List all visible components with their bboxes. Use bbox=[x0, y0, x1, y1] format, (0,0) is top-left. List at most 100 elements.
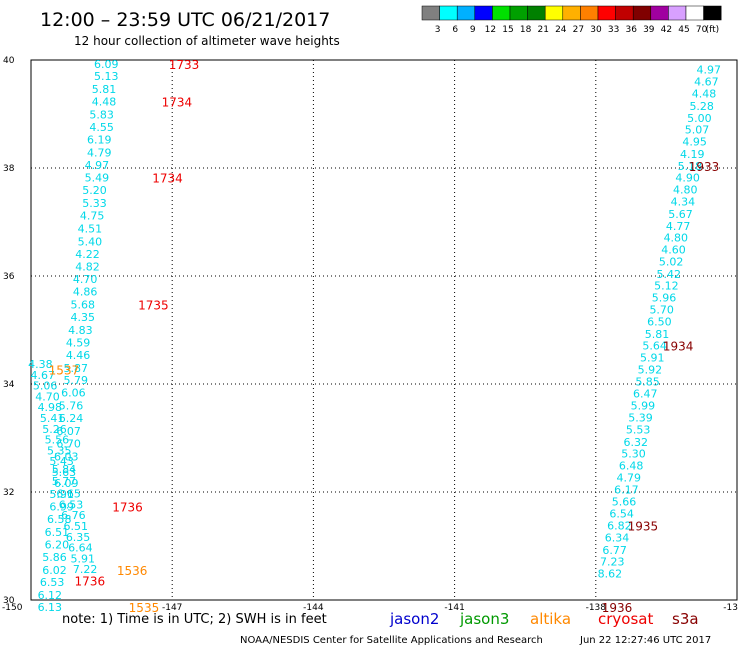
swh-value: 6.70 bbox=[56, 437, 81, 450]
swh-value: 5.20 bbox=[82, 184, 107, 197]
colorbar-swatch bbox=[562, 5, 581, 21]
swh-value: 5.81 bbox=[645, 328, 670, 341]
swh-value: 6.48 bbox=[619, 460, 644, 473]
swh-value: 6.99 bbox=[49, 501, 74, 514]
swh-value: 5.79 bbox=[63, 374, 88, 387]
swh-value: 5.41 bbox=[40, 412, 65, 425]
colorbar-label: (ft) bbox=[706, 25, 720, 35]
colorbar-swatch bbox=[632, 5, 652, 21]
colorbar-label: 3 bbox=[435, 25, 441, 35]
swh-value: 6.09 bbox=[94, 58, 119, 71]
time-label: 1537 bbox=[49, 363, 80, 377]
swh-value: 6.35 bbox=[66, 531, 91, 544]
swh-value: 5.66 bbox=[612, 496, 637, 509]
colorbar-swatch bbox=[527, 5, 546, 21]
swh-value: 4.51 bbox=[78, 222, 103, 235]
time-label: 1735 bbox=[138, 299, 169, 313]
swh-value: 6.32 bbox=[624, 436, 649, 449]
colorbar-label: 70 bbox=[696, 25, 708, 35]
swh-value: 4.55 bbox=[89, 121, 114, 134]
swh-value: 4.70 bbox=[35, 390, 60, 403]
swh-value: 5.91 bbox=[640, 352, 665, 365]
swh-value: 7.23 bbox=[600, 556, 625, 569]
time-labels: 1733 1734 1734 1735 1537 1736 1536 1736 1535 1933… bbox=[49, 58, 720, 615]
swh-value: 4.97 bbox=[697, 64, 722, 77]
swh-value: 5.56 bbox=[45, 434, 70, 447]
colorbar-swatch bbox=[439, 5, 458, 21]
swh-value: 6.47 bbox=[633, 388, 658, 401]
swh-value: 4.59 bbox=[66, 336, 91, 349]
colorbar-swatch bbox=[703, 5, 722, 21]
swh-value: 6.13 bbox=[38, 601, 63, 614]
colorbar-swatch bbox=[421, 5, 440, 21]
swh-value: 4.67 bbox=[694, 76, 719, 89]
swh-value: 6.64 bbox=[68, 542, 93, 555]
swh-value: 5.40 bbox=[78, 235, 103, 248]
swh-value: 5.92 bbox=[638, 363, 663, 376]
y-tick-label: 30 bbox=[3, 596, 15, 606]
x-tick-label: -141 bbox=[444, 603, 464, 613]
plot-frame bbox=[30, 59, 738, 601]
colorbar-label: 18 bbox=[520, 25, 532, 35]
swh-value: 4.22 bbox=[75, 248, 100, 261]
swh-value: 4.79 bbox=[616, 471, 641, 484]
chart-title: 12:00 – 23:59 UTC 06/21/2017 bbox=[40, 9, 330, 31]
swh-value: 5.33 bbox=[82, 197, 107, 210]
swh-value: 5.49 bbox=[85, 172, 110, 185]
colorbar-swatch bbox=[580, 5, 599, 21]
y-tick-label: 36 bbox=[3, 272, 15, 282]
swh-value: 5.18 bbox=[678, 160, 703, 173]
swh-value: 4.86 bbox=[73, 286, 98, 299]
swh-value: 6.09 bbox=[54, 477, 79, 490]
swh-value: 5.76 bbox=[59, 400, 84, 413]
swh-value: 4.48 bbox=[92, 96, 117, 109]
colorbar-label: 9 bbox=[470, 25, 476, 35]
swh-value: 5.87 bbox=[63, 362, 88, 375]
swh-value: 5.00 bbox=[687, 112, 712, 125]
colorbar-swatch bbox=[685, 5, 704, 21]
swh-value: 4.97 bbox=[85, 159, 110, 172]
swh-value: 5.81 bbox=[92, 83, 117, 96]
time-label: 1935 bbox=[628, 519, 659, 533]
time-label: 1934 bbox=[663, 340, 694, 354]
swh-value: 4.19 bbox=[680, 148, 705, 161]
swh-value: 5.63 bbox=[52, 466, 77, 479]
colorbar-label: 33 bbox=[608, 25, 619, 35]
swh-value: 6.06 bbox=[61, 387, 86, 400]
time-label: 1933 bbox=[689, 160, 720, 174]
colorbar-label: 42 bbox=[661, 25, 672, 35]
x-tick-label: -150 bbox=[2, 603, 23, 613]
swh-value: 4.67 bbox=[31, 369, 56, 382]
swh-value: 4.80 bbox=[664, 232, 689, 245]
y-axis: 30 32 34 36 38 40 bbox=[3, 56, 15, 606]
colorbar-label: 6 bbox=[452, 25, 458, 35]
colorbar-label: 12 bbox=[485, 25, 496, 35]
swh-value: 5.35 bbox=[47, 444, 72, 457]
swh-value: 4.46 bbox=[66, 349, 91, 362]
swh-value: 5.53 bbox=[626, 423, 651, 436]
swh-value: 4.34 bbox=[671, 195, 696, 208]
swh-value: 5.99 bbox=[631, 400, 656, 413]
colorbar-swatch bbox=[474, 5, 493, 21]
satellite-legend-item: jason2 bbox=[389, 610, 439, 628]
swh-value: 5.30 bbox=[621, 448, 646, 461]
swh-value: 4.98 bbox=[38, 401, 63, 414]
colorbar-label: 36 bbox=[625, 25, 637, 35]
y-tick-label: 32 bbox=[3, 488, 14, 498]
time-label: 1734 bbox=[162, 96, 193, 110]
swh-value: 6.24 bbox=[59, 412, 84, 425]
colorbar-swatch bbox=[615, 5, 634, 21]
y-tick-label: 40 bbox=[3, 56, 15, 66]
satellite-legend-item: s3a bbox=[672, 610, 699, 628]
swh-value: 6.54 bbox=[609, 508, 634, 521]
swh-value: 6.34 bbox=[605, 531, 630, 544]
colorbar-label: 24 bbox=[555, 25, 567, 35]
swh-value: 4.80 bbox=[673, 184, 698, 197]
swh-value: 5.02 bbox=[659, 255, 684, 268]
swh-value: 5.43 bbox=[49, 455, 74, 468]
swh-value: 6.51 bbox=[45, 526, 70, 539]
colorbar-label: 39 bbox=[643, 25, 655, 35]
swh-value: 8.62 bbox=[598, 568, 623, 581]
time-label: 1734 bbox=[152, 172, 183, 186]
